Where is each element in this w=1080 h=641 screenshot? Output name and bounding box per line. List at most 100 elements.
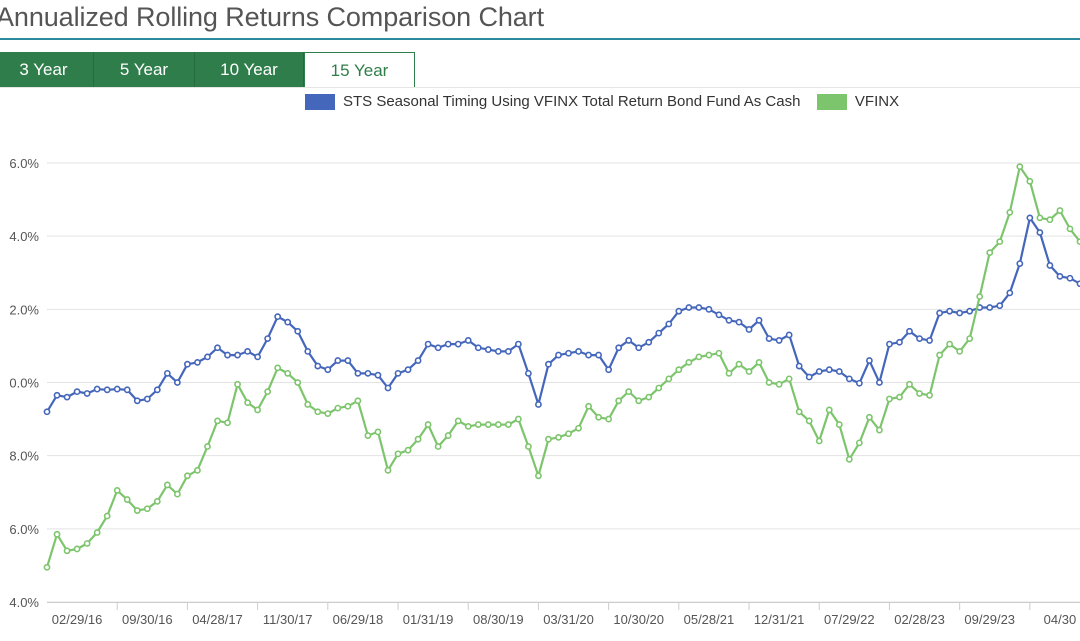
data-point-sts — [865, 357, 873, 364]
data-point-sts — [765, 335, 773, 342]
data-point-vfinx — [815, 437, 823, 445]
data-point-sts — [785, 331, 793, 339]
data-point-sts — [1056, 273, 1064, 280]
title-divider — [0, 38, 1080, 40]
x-tick-label: 09/29/23 — [964, 612, 1015, 627]
data-point-sts — [535, 401, 542, 408]
data-point-sts — [705, 305, 713, 313]
data-point-vfinx — [535, 472, 542, 480]
data-point-vfinx — [63, 547, 71, 555]
x-tick-label: 12/31/21 — [754, 612, 805, 627]
data-point-sts — [123, 386, 131, 394]
data-point-vfinx — [424, 421, 432, 428]
data-point-sts — [555, 351, 562, 359]
data-point-sts — [876, 379, 883, 386]
data-point-vfinx — [595, 413, 603, 421]
data-point-sts — [113, 385, 121, 393]
legend-item-vfinx[interactable]: VFINX — [816, 93, 900, 110]
data-point-vfinx — [514, 415, 522, 423]
x-tick-label: 03/31/20 — [543, 612, 594, 627]
data-point-vfinx — [274, 364, 282, 372]
data-point-sts — [83, 390, 91, 397]
data-point-sts — [575, 348, 582, 355]
data-point-sts — [805, 373, 813, 381]
y-tick-label: 6.0% — [9, 522, 39, 537]
legend-label-vfinx: VFINX — [854, 93, 900, 110]
data-point-vfinx — [184, 472, 191, 480]
data-point-vfinx — [665, 375, 673, 383]
data-point-sts — [835, 368, 843, 375]
data-point-sts — [434, 344, 442, 352]
series-line-vfinx — [45, 165, 1080, 568]
x-tick-label: 02/28/23 — [894, 612, 945, 627]
data-point-vfinx — [43, 563, 51, 571]
data-point-vfinx — [394, 450, 402, 458]
data-point-sts — [133, 397, 141, 405]
data-point-vfinx — [906, 380, 913, 388]
data-point-sts — [53, 391, 61, 399]
x-tick-label: 04/30 — [1044, 612, 1077, 627]
data-point-sts — [93, 385, 101, 393]
data-point-vfinx — [585, 402, 592, 410]
data-point-vfinx — [835, 421, 843, 428]
data-point-sts — [484, 346, 492, 353]
data-point-sts — [384, 384, 392, 392]
data-point-sts — [635, 344, 643, 352]
data-point-sts — [1026, 214, 1034, 222]
tab-15-year[interactable]: 15 Year — [304, 52, 415, 88]
tab-3-year[interactable]: 3 Year — [0, 52, 94, 87]
data-point-vfinx — [1076, 238, 1080, 246]
tab-5-year[interactable]: 5 Year — [94, 52, 195, 87]
data-point-vfinx — [785, 375, 793, 383]
data-point-sts — [615, 344, 623, 352]
data-point-sts — [314, 362, 322, 370]
legend-item-sts[interactable]: STS Seasonal Timing Using VFINX Total Re… — [305, 93, 800, 110]
data-point-sts — [504, 348, 512, 355]
data-point-sts — [374, 371, 382, 379]
data-point-vfinx — [675, 366, 683, 374]
data-point-sts — [234, 351, 241, 359]
data-point-vfinx — [404, 446, 412, 454]
data-point-sts — [605, 366, 613, 374]
data-point-vfinx — [956, 348, 964, 355]
data-point-sts — [173, 379, 181, 386]
data-point-sts — [1036, 229, 1044, 236]
data-point-sts — [454, 340, 462, 348]
data-point-sts — [464, 337, 472, 344]
tab-10-year[interactable]: 10 Year — [195, 52, 304, 87]
data-point-sts — [795, 362, 803, 370]
data-point-sts — [494, 348, 502, 355]
data-point-sts — [1046, 262, 1054, 269]
data-point-sts — [725, 316, 733, 324]
data-point-sts — [815, 368, 823, 375]
data-point-sts — [936, 309, 943, 317]
data-point-vfinx — [976, 293, 984, 300]
data-point-sts — [645, 338, 653, 346]
x-tick-label: 10/30/20 — [613, 612, 664, 627]
data-point-vfinx — [264, 388, 272, 396]
data-point-vfinx — [163, 481, 171, 489]
y-tick-label: 8.0% — [9, 449, 39, 464]
data-point-sts — [354, 369, 362, 377]
y-tick-label: 4.0% — [9, 595, 39, 610]
data-point-sts — [43, 408, 51, 416]
data-point-sts — [625, 337, 633, 344]
data-point-vfinx — [123, 496, 131, 503]
data-point-vfinx — [765, 379, 773, 386]
x-tick-label: 04/28/17 — [192, 612, 243, 627]
data-point-vfinx — [444, 432, 452, 439]
data-point-sts — [966, 307, 974, 315]
data-point-sts — [886, 340, 893, 348]
data-point-vfinx — [865, 413, 873, 421]
x-tick-label: 05/28/21 — [684, 612, 735, 627]
data-point-vfinx — [284, 369, 292, 377]
data-point-sts — [775, 337, 783, 344]
data-point-vfinx — [1066, 225, 1074, 233]
data-point-vfinx — [334, 404, 342, 412]
data-point-sts — [735, 318, 743, 326]
data-point-sts — [755, 316, 763, 324]
data-point-sts — [224, 351, 231, 359]
chart-legend: STS Seasonal Timing Using VFINX Total Re… — [305, 93, 911, 113]
data-point-sts — [404, 366, 412, 374]
